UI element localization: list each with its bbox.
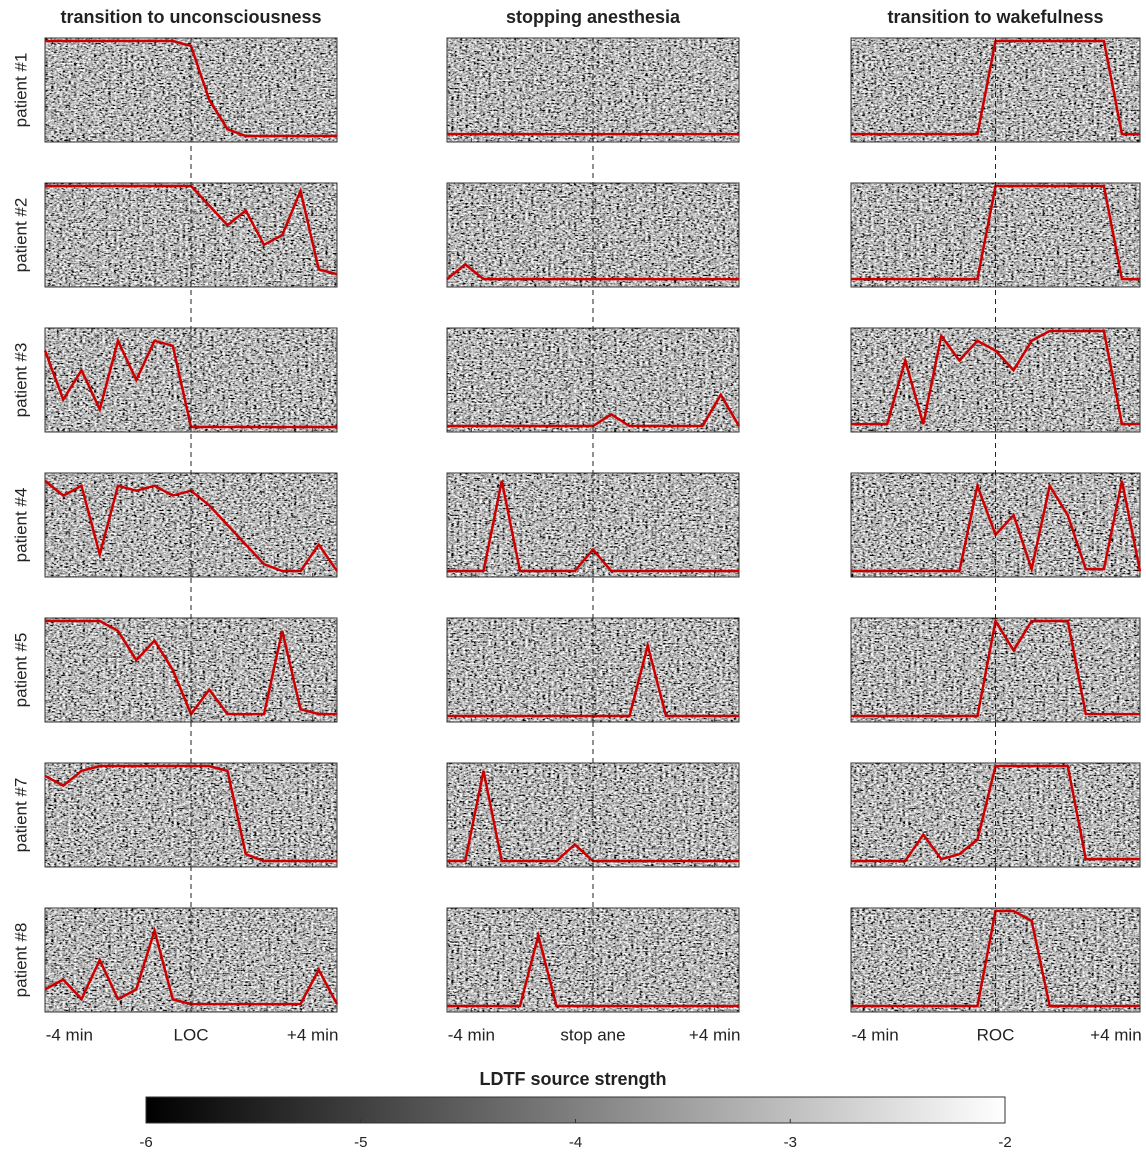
x-tick-label: +4 min [689, 1025, 741, 1044]
trace [44, 764, 337, 863]
row-label: patient #8 [11, 923, 30, 998]
row-label: patient #7 [11, 778, 30, 853]
colorbar-tick-label: -5 [354, 1134, 367, 1151]
heatmap [851, 38, 1140, 142]
colorbar-label: LDTF source strength [479, 1069, 666, 1089]
heatmap [447, 38, 739, 142]
column-title: stopping anesthesia [506, 7, 681, 27]
colorbar-tick-label: -3 [784, 1134, 797, 1151]
x-tick-label: LOC [174, 1025, 209, 1044]
x-tick-label: -4 min [46, 1025, 93, 1044]
colorbar-tick-label: -4 [569, 1134, 582, 1151]
heatmap [45, 38, 337, 142]
x-tick-label: ROC [977, 1025, 1015, 1044]
trace [851, 617, 1140, 718]
trace [447, 480, 739, 573]
x-tick-label: -4 min [851, 1025, 898, 1044]
trace [447, 930, 739, 1008]
trace [45, 39, 337, 138]
column-title: transition to wakefulness [887, 7, 1103, 27]
colorbar-tick-label: -2 [998, 1134, 1011, 1151]
row-label: patient #2 [11, 198, 30, 273]
row-label: patient #1 [11, 53, 30, 128]
column-title: transition to unconsciousness [60, 7, 321, 27]
colorbar [145, 1096, 1006, 1124]
trace [446, 262, 739, 281]
x-tick-label: +4 min [1090, 1025, 1142, 1044]
row-label: patient #4 [11, 488, 30, 563]
heatmap [851, 183, 1140, 287]
colorbar-tick-label: -6 [139, 1134, 152, 1151]
heatmap [447, 183, 739, 287]
row-label: patient #3 [11, 343, 30, 418]
heatmap [45, 183, 337, 287]
trace [851, 329, 1140, 426]
row-label: patient #5 [11, 633, 30, 708]
x-tick-label: +4 min [287, 1025, 339, 1044]
x-tick-label: -4 min [448, 1025, 495, 1044]
trace [851, 764, 1140, 863]
x-tick-label: stop ane [560, 1025, 625, 1044]
